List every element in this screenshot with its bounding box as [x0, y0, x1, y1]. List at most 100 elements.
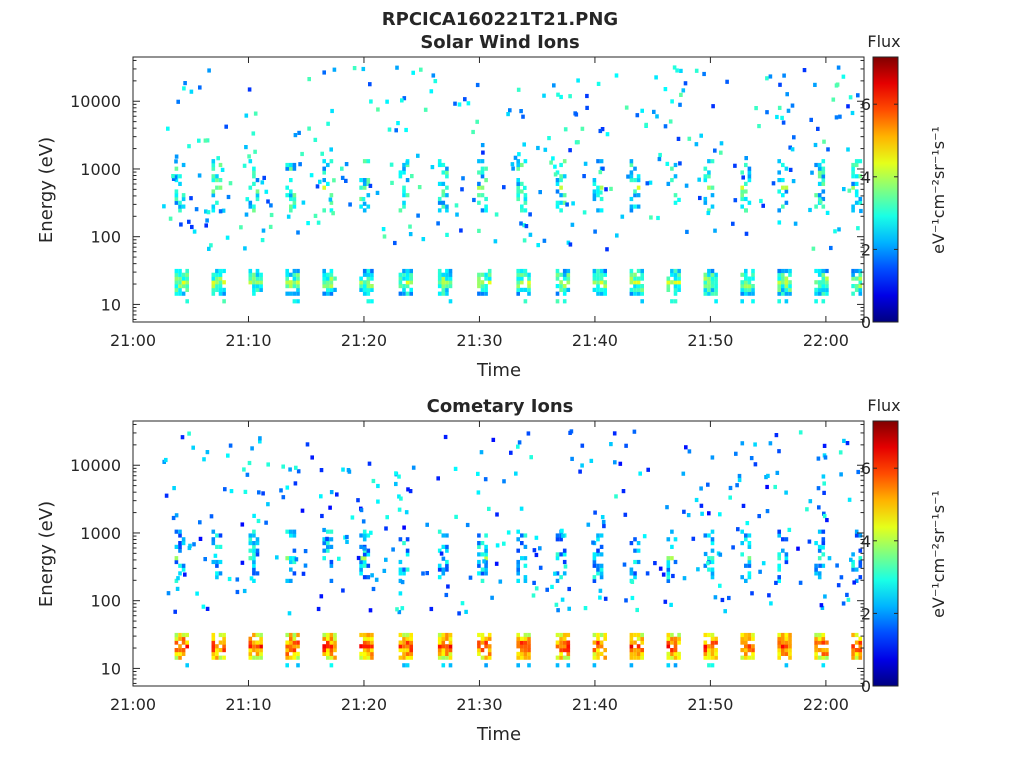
heatmap-cell — [164, 457, 168, 463]
heatmap-cell — [218, 655, 223, 660]
heatmap-cell — [666, 578, 671, 583]
heatmap-cell — [437, 648, 442, 653]
heatmap-cell — [851, 276, 855, 281]
heatmap-cell — [398, 571, 403, 576]
heatmap-cell — [402, 193, 406, 198]
heatmap-cell — [172, 486, 176, 491]
heatmap-cell — [817, 196, 822, 202]
heatmap-cell — [326, 644, 330, 649]
heatmap-cell — [788, 636, 792, 641]
heatmap-cell — [527, 644, 531, 649]
heatmap-cell — [666, 655, 671, 660]
heatmap-cell — [181, 196, 186, 202]
heatmap-cell — [744, 648, 748, 653]
heatmap-cell — [361, 66, 366, 72]
heatmap-cell — [774, 580, 778, 585]
heatmap-cell — [252, 529, 256, 534]
heatmap-cell — [636, 648, 641, 653]
heatmap-cell — [185, 272, 189, 277]
heatmap-cell — [303, 549, 308, 554]
heatmap-cell — [181, 204, 186, 209]
heatmap-cell — [603, 268, 607, 274]
heatmap-cell — [168, 216, 173, 221]
heatmap-cell — [622, 562, 627, 567]
heatmap-cell — [528, 212, 532, 217]
heatmap-cell — [405, 644, 410, 649]
heatmap-cell — [402, 268, 406, 274]
heatmap-cell — [269, 203, 273, 208]
heatmap-cell — [329, 159, 334, 164]
heatmap-cell — [433, 79, 438, 84]
heatmap-cell — [198, 85, 202, 90]
heatmap-cell — [666, 556, 671, 561]
heatmap-cell — [366, 280, 371, 285]
heatmap-cell — [402, 200, 406, 205]
heatmap-cell — [285, 291, 289, 296]
colorbar-label-solar-wind: eV⁻¹cm⁻²sr⁻¹s⁻¹ — [929, 126, 948, 254]
heatmap-cell — [292, 636, 297, 641]
heatmap-cell — [292, 571, 297, 576]
heatmap-cell — [252, 541, 256, 546]
heatmap-cell — [858, 559, 863, 565]
heatmap-cell — [185, 268, 189, 274]
heatmap-cell — [736, 527, 740, 532]
heatmap-cell — [259, 284, 263, 289]
heatmap-cell — [740, 189, 744, 194]
heatmap-cell — [476, 471, 480, 476]
heatmap-cell — [703, 563, 708, 568]
heatmap-cell — [292, 644, 297, 649]
heatmap-cell — [714, 640, 718, 645]
heatmap-cell — [259, 276, 263, 281]
heatmap-cell — [326, 529, 330, 534]
heatmap-cell — [516, 559, 520, 565]
heatmap-cell — [203, 138, 208, 143]
heatmap-cell — [215, 287, 219, 292]
heatmap-cell — [677, 287, 681, 292]
heatmap-cell — [370, 276, 374, 281]
heatmap-cell — [858, 533, 863, 538]
heatmap-cell — [359, 287, 363, 292]
heatmap-cell — [248, 655, 253, 660]
heatmap-cell — [218, 272, 223, 277]
heatmap-cell — [842, 187, 846, 192]
heatmap-cell — [398, 170, 403, 175]
heatmap-cell — [710, 567, 715, 572]
heatmap-cell — [740, 529, 744, 534]
heatmap-cell — [366, 268, 371, 274]
colorbar — [872, 420, 899, 687]
heatmap-cell — [397, 474, 401, 479]
heatmap-cell — [307, 126, 311, 131]
heatmap-cell — [174, 636, 179, 641]
heatmap-cell — [445, 567, 449, 572]
heatmap-cell — [858, 640, 863, 645]
heatmap-cell — [188, 543, 192, 548]
heatmap-cell — [596, 567, 600, 572]
heatmap-cell — [747, 178, 752, 183]
heatmap-cell — [814, 268, 818, 274]
heatmap-cell — [362, 648, 367, 653]
heatmap-cell — [215, 533, 219, 538]
heatmap-cell — [448, 663, 453, 668]
heatmap-cell — [484, 640, 488, 645]
heatmap-cell — [551, 156, 555, 161]
heatmap-cell — [285, 280, 289, 285]
heatmap-cell — [520, 204, 524, 209]
heatmap-cell — [858, 648, 863, 653]
heatmap-cell — [400, 580, 405, 585]
heatmap-cell — [362, 644, 367, 649]
heatmap-cell — [484, 571, 488, 576]
heatmap-cell — [490, 595, 494, 600]
heatmap-cell — [741, 503, 746, 508]
heatmap-cell — [211, 204, 216, 209]
heatmap-cell — [703, 551, 708, 557]
heatmap-cell — [322, 632, 326, 638]
heatmap-cell — [781, 648, 785, 653]
heatmap-cell — [185, 632, 189, 638]
heatmap-cell — [640, 640, 644, 645]
heatmap-cell — [523, 544, 528, 549]
heatmap-cell — [703, 287, 708, 292]
heatmap-cell — [437, 162, 442, 168]
heatmap-cell — [362, 552, 367, 557]
heatmap-cell — [566, 648, 571, 653]
heatmap-cell — [753, 442, 757, 447]
